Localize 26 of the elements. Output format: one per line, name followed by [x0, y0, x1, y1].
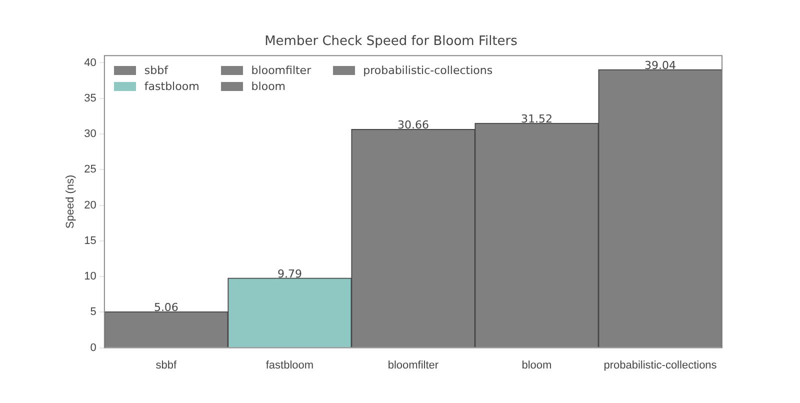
y-tick-label: 5: [90, 306, 96, 318]
x-tick-label: fastbloom: [266, 359, 314, 372]
legend-label: probabilistic-collections: [363, 64, 493, 77]
x-tick-label: bloomfilter: [388, 359, 439, 372]
y-tick-label: 40: [84, 56, 96, 69]
y-tick-label: 0: [90, 342, 96, 354]
y-tick-label: 25: [84, 164, 96, 176]
x-tick-label: probabilistic-collections: [604, 359, 718, 372]
legend-label: fastbloom: [144, 80, 200, 93]
data-label: 30.66: [397, 118, 429, 132]
x-tick-label: sbbf: [156, 359, 178, 372]
legend-label: bloomfilter: [251, 64, 312, 77]
legend-label: bloom: [251, 80, 286, 93]
data-label: 9.79: [277, 267, 302, 280]
y-tick-label: 20: [84, 199, 96, 212]
y-tick-label: 15: [84, 234, 96, 247]
data-label: 31.52: [520, 112, 552, 126]
legend-label: sbbf: [144, 64, 168, 77]
y-tick-label: 30: [84, 128, 96, 140]
data-label: 5.06: [154, 301, 178, 314]
y-tick-label: 10: [84, 270, 96, 283]
y-tick-label: 35: [84, 92, 96, 104]
x-tick-label: bloom: [522, 359, 552, 372]
chart-title: Member Check Speed for Bloom Filters: [264, 34, 518, 50]
y-axis-title: Speed (ns): [64, 174, 77, 229]
data-label: 39.04: [644, 58, 676, 72]
